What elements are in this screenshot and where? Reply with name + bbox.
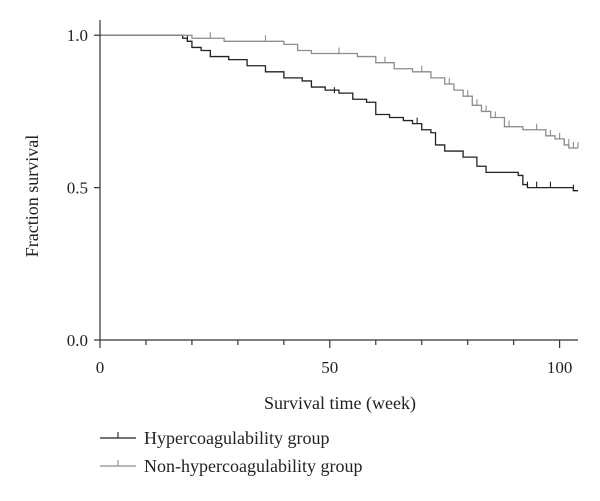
curve-hypercoagulability xyxy=(100,34,578,192)
x-axis-label: Survival time (week) xyxy=(264,393,416,414)
legend-entry-hypercoagulability: Hypercoagulability group xyxy=(100,428,329,448)
x-tick-label: 50 xyxy=(321,358,338,377)
legend-label-non-hypercoagulability: Non-hypercoagulability group xyxy=(144,456,362,476)
legend-label-hypercoagulability: Hypercoagulability group xyxy=(144,428,329,448)
axes: 0.0 0.5 1.0 0 50 100 xyxy=(67,20,578,377)
y-tick-label: 0.5 xyxy=(67,179,88,198)
legend-swatch-non-hypercoagulability xyxy=(100,460,136,467)
x-tick-label: 100 xyxy=(547,358,573,377)
legend-swatch-hypercoagulability xyxy=(100,432,136,439)
y-tick-label: 1.0 xyxy=(67,26,88,45)
y-tick-label: 0.0 xyxy=(67,331,88,350)
legend-entry-non-hypercoagulability: Non-hypercoagulability group xyxy=(100,456,362,476)
x-tick-label: 0 xyxy=(96,358,105,377)
legend: Hypercoagulability group Non-hypercoagul… xyxy=(100,428,362,476)
y-axis-label: Fraction survival xyxy=(22,135,42,257)
plot-area xyxy=(100,32,579,192)
